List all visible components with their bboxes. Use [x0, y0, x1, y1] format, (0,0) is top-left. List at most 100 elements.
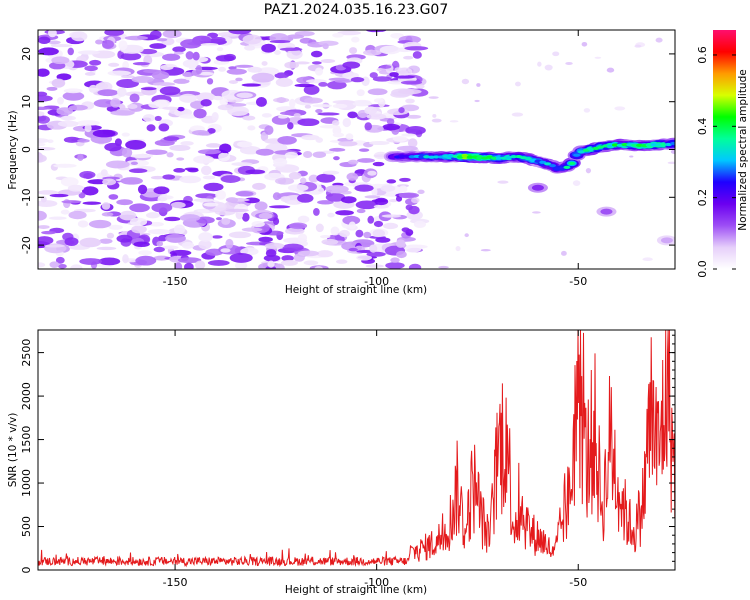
heatmap-cell	[48, 216, 67, 220]
heatmap-cell	[60, 177, 79, 187]
heatmap-cell	[116, 87, 127, 97]
heatmap-cell	[116, 199, 133, 206]
heatmap-cell	[38, 106, 50, 111]
heatmap-cell	[317, 200, 334, 205]
heatmap-cell	[46, 86, 58, 91]
heatmap-cell	[258, 212, 273, 220]
heatmap-cell	[169, 249, 192, 256]
heatmap-cell	[179, 114, 199, 119]
heatmap-cell	[38, 142, 46, 147]
heatmap-cell	[320, 234, 331, 239]
heatmap-cell	[634, 44, 642, 48]
heatmap-cell	[374, 197, 389, 206]
heatmap-cell	[125, 140, 147, 150]
heatmap-cell	[163, 136, 180, 141]
signal-track-cell	[432, 155, 440, 159]
heatmap-cell	[281, 255, 294, 262]
y-tick-label: -20	[20, 236, 33, 254]
heatmap-cell	[51, 78, 66, 88]
heatmap-cell	[110, 98, 121, 108]
heatmap-cell	[301, 134, 320, 141]
heatmap-cell	[356, 254, 372, 261]
heatmap-cell	[210, 36, 226, 43]
heatmap-cell	[398, 192, 419, 199]
heatmap-cell	[274, 72, 290, 79]
heatmap-cell	[319, 124, 341, 129]
heatmap-cell	[60, 209, 70, 215]
heatmap-cell	[267, 260, 275, 268]
heatmap-cell	[47, 30, 57, 38]
heatmap-cell	[151, 202, 173, 213]
heatmap-cell	[629, 155, 634, 158]
heatmap-cell	[395, 239, 406, 248]
heatmap-cell	[373, 220, 384, 228]
heatmap-cell	[372, 229, 386, 237]
heatmap-cell	[315, 108, 323, 114]
heatmap-cell	[55, 256, 65, 264]
heatmap-cell	[372, 76, 392, 82]
heatmap-cell	[206, 78, 214, 85]
heatmap-cell	[354, 184, 374, 192]
heatmap-cell	[273, 158, 288, 166]
heatmap-cell	[297, 250, 320, 257]
heatmap-cell	[406, 114, 422, 119]
heatmap-cell	[399, 177, 411, 182]
heatmap-cell	[303, 260, 319, 266]
x-tick-label: -50	[569, 576, 587, 589]
heatmap-cell	[379, 45, 401, 55]
heatmap-cell	[294, 83, 315, 88]
heatmap-cell	[286, 34, 305, 39]
heatmap-cell	[244, 45, 256, 51]
heatmap-cell	[185, 51, 194, 60]
heatmap-cell	[372, 161, 385, 167]
heatmap-cell	[98, 257, 121, 266]
heatmap-cell	[352, 101, 373, 107]
heatmap-cell	[369, 72, 378, 79]
heatmap-cell	[403, 55, 414, 60]
heatmap-cell	[153, 255, 171, 261]
heatmap-cell	[245, 169, 266, 175]
heatmap-cell	[670, 149, 675, 154]
heatmap-cell	[455, 245, 461, 252]
heatmap-cell	[218, 152, 231, 162]
heatmap-cell	[355, 200, 379, 210]
heatmap-cell	[342, 117, 352, 128]
heatmap-cell	[327, 212, 335, 218]
heatmap-cell	[155, 99, 171, 108]
heatmap-cell	[104, 30, 124, 37]
heatmap-cell	[428, 96, 439, 99]
heatmap-cell	[356, 158, 376, 163]
heatmap-cell	[288, 222, 308, 230]
heatmap-cell	[38, 36, 51, 45]
heatmap-feature	[531, 184, 544, 191]
heatmap-cell	[95, 82, 109, 90]
heatmap-cell	[212, 95, 224, 101]
heatmap-cell	[583, 108, 591, 113]
signal-track-cell	[568, 161, 576, 165]
heatmap-cell	[164, 216, 181, 222]
heatmap-cell	[38, 190, 59, 195]
heatmap-cell	[287, 200, 298, 205]
heatmap-cell	[284, 61, 299, 69]
heatmap-cell	[156, 38, 168, 42]
heatmap-cell	[129, 153, 154, 159]
heatmap-cell	[373, 98, 384, 103]
heatmap-cell	[333, 156, 340, 161]
y-tick-label: 1500	[20, 426, 33, 454]
heatmap-cell	[279, 111, 298, 116]
heatmap-cell	[561, 250, 567, 256]
heatmap-cell	[337, 30, 361, 36]
heatmap-cell	[229, 252, 253, 263]
heatmap-cell	[92, 129, 116, 138]
heatmap-cell	[342, 61, 361, 69]
heatmap-cell	[153, 246, 165, 253]
heatmap-cell	[358, 148, 370, 152]
heatmap-cell	[218, 66, 226, 72]
heatmap-cell	[287, 122, 294, 130]
heatmap-cell	[38, 225, 50, 229]
heatmap-cell	[215, 217, 222, 221]
heatmap-cell	[247, 125, 256, 131]
heatmap-cell	[264, 242, 285, 249]
heatmap-cell	[339, 229, 351, 238]
